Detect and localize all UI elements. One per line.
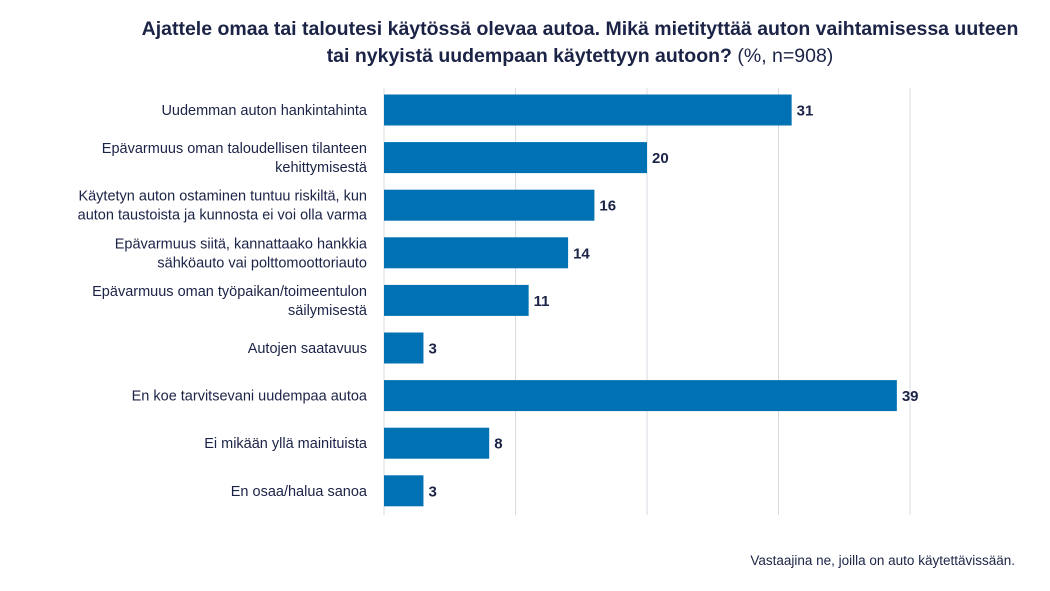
data-label: 8 [494, 436, 502, 453]
bar [384, 427, 490, 459]
data-label: 3 [428, 341, 436, 358]
chart-title: Ajattele omaa tai taloutesi käytössä ole… [130, 16, 1030, 70]
category-label-line: Käytetyn auton ostaminen tuntuu riskiltä… [78, 189, 367, 205]
category-label-line: Ei mikään yllä mainituista [204, 436, 368, 452]
bar [384, 237, 569, 269]
data-label: 3 [428, 483, 436, 500]
category-label: En osaa/halua sanoa [231, 484, 368, 500]
category-label-line: Epävarmuus oman taloudellisen tilanteen [102, 141, 367, 157]
category-label-line: Epävarmuus oman työpaikan/toimeentulon [92, 284, 367, 300]
data-label: 14 [573, 245, 590, 262]
bar [384, 332, 424, 364]
data-label: 16 [599, 198, 616, 215]
bar [384, 380, 897, 412]
footnote: Vastaajina ne, joilla on auto käytettävi… [750, 553, 1015, 568]
category-label: Epävarmuus oman taloudellisen tilanteen k… [102, 141, 368, 176]
category-label-line: En koe tarvitsevani uudempaa autoa [132, 389, 368, 405]
category-label-line: Autojen saatavuus [248, 341, 367, 357]
category-label-line: säilymisestä [288, 303, 368, 319]
category-label: Epävarmuus siitä, kannattaako hankkia säh… [115, 236, 368, 271]
bar [384, 94, 792, 126]
category-label: Ei mikään yllä mainituista [204, 436, 368, 452]
bar [384, 189, 595, 221]
chart-title-sample: (%, n=908) [737, 45, 834, 67]
category-label: Autojen saatavuus [248, 341, 367, 357]
data-label: 31 [797, 103, 814, 120]
data-label: 39 [902, 388, 919, 405]
category-label: Käytetyn auton ostaminen tuntuu riskiltä… [78, 189, 368, 224]
category-label: En koe tarvitsevani uudempaa autoa [132, 389, 368, 405]
category-label-line: Uudemman auton hankintahinta [161, 103, 367, 119]
chart-title-question: Ajattele omaa tai taloutesi käytössä ole… [141, 18, 1019, 67]
category-label-line: sähköauto vai polttomoottoriauto [157, 255, 367, 271]
bar [384, 475, 424, 507]
bar [384, 142, 647, 174]
category-label: Epävarmuus oman työpaikan/toimeentulon sä… [92, 284, 368, 319]
category-label-line: auton taustoista ja kunnosta ei voi olla… [78, 208, 368, 224]
bar [384, 284, 529, 316]
data-label: 11 [534, 293, 550, 310]
category-label-line: Epävarmuus siitä, kannattaako hankkia [115, 236, 368, 252]
category-label-line: En osaa/halua sanoa [231, 484, 368, 500]
category-label: Uudemman auton hankintahinta [161, 103, 367, 119]
category-label-line: kehittymisestä [275, 160, 368, 176]
data-label: 20 [652, 150, 669, 167]
